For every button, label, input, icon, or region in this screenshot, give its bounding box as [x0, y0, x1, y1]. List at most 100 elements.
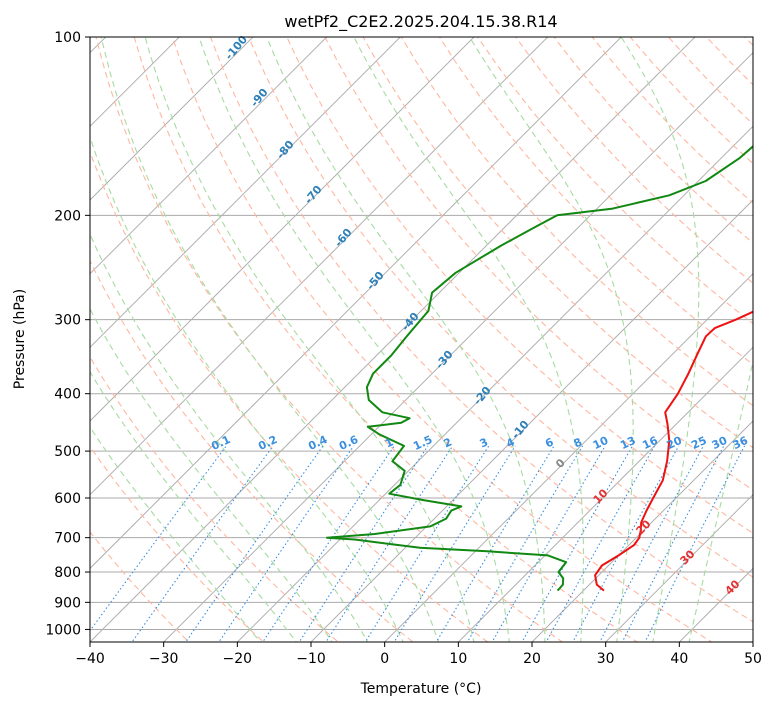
moist-adiabat-label: -60 [332, 226, 355, 250]
isotherm-line [604, 493, 753, 642]
y-axis-label: Pressure (hPa) [12, 289, 28, 389]
dry-adiabat-line [90, 150, 489, 642]
axes: −40 −30 −20 −10 0 10 20 30 40 5010020030040050060… [45, 30, 762, 667]
mixing-ratio-label: 25 [689, 434, 708, 452]
x-tick-label: 10 [449, 651, 467, 667]
isotherm-line [90, 37, 328, 275]
y-tick-label: 500 [54, 444, 81, 460]
mixing-ratio-line [262, 445, 395, 642]
moist-adiabat-line [90, 307, 333, 642]
dry-adiabat-line [95, 37, 564, 642]
dry-adiabat-line [743, 37, 753, 47]
moist-adiabat-label: -30 [433, 348, 456, 372]
x-tick-label: −40 [75, 651, 105, 667]
isotherm-label: 30 [678, 547, 698, 567]
isotherm-label: 40 [723, 577, 743, 597]
mixing-ratio-line [218, 445, 355, 642]
moist-adiabat-line [90, 370, 297, 642]
dry-adiabat-line [90, 531, 190, 642]
mixing-ratio-line [185, 445, 324, 642]
x-axis-label: Temperature (°C) [360, 681, 482, 697]
mixing-ratio-label: 13 [618, 434, 637, 452]
isotherm-line [236, 125, 753, 642]
dry-adiabat-line [248, 37, 753, 578]
moist-adiabat-label: -80 [274, 138, 297, 162]
x-tick-label: −10 [296, 651, 326, 667]
mixing-ratio-line [621, 445, 725, 642]
isotherm-line [0, 10, 59, 654]
plot-frame [89, 36, 754, 643]
mixing-ratio-line [325, 445, 454, 642]
dry-adiabat-line [90, 259, 414, 642]
mixing-ratio-line [90, 445, 227, 632]
moist-adiabat-line [90, 232, 369, 642]
isotherm-label: 0 [553, 456, 568, 471]
dry-adiabat-line [515, 37, 753, 284]
x-tick-label: −30 [149, 651, 179, 667]
dewpoint-line [325, 145, 753, 592]
mixing-ratio-line [521, 445, 633, 642]
mixing-ratio-label: 0.6 [337, 433, 360, 453]
mixing-ratio-line [298, 445, 429, 642]
x-tick-label: −20 [223, 651, 253, 667]
mixing-ratio-label: 0.2 [256, 433, 279, 453]
x-tick-label: 20 [523, 651, 541, 667]
dry-adiabat-line [400, 37, 753, 407]
x-tick-label: 50 [744, 651, 762, 667]
dry-adiabat-line [133, 37, 639, 642]
mixing-ratio-label: 6 [543, 435, 556, 450]
mixing-ratio-label: 20 [665, 434, 685, 452]
x-tick-label: 40 [670, 651, 688, 667]
moist-adiabat-label: -20 [471, 384, 494, 408]
moist-adiabat-line [100, 37, 440, 642]
chart-title: wetPf2_C2E2.2025.204.15.38.R14 [284, 12, 557, 32]
mixing-ratio-line [572, 445, 680, 642]
dry-adiabat-line [756, 10, 775, 654]
moist-adiabat-line [198, 37, 510, 642]
isotherm-line [90, 37, 549, 496]
y-tick-label: 200 [54, 208, 81, 224]
moist-adiabat-label: -90 [248, 86, 271, 110]
dry-adiabat-line [438, 37, 753, 366]
mixing-ratio-label: 2 [442, 435, 454, 450]
background-lines [0, 10, 775, 654]
isotherm-line [90, 37, 475, 422]
isotherm-line [90, 37, 181, 128]
y-tick-label: 700 [54, 531, 81, 547]
y-tick-label: 1000 [45, 622, 81, 638]
dry-adiabat-line [286, 37, 753, 534]
x-tick-label: 0 [380, 651, 389, 667]
dry-adiabat-line [209, 37, 753, 623]
y-tick-label: 800 [54, 565, 81, 581]
isotherm-line [90, 37, 696, 642]
moist-adiabat-line [468, 37, 634, 642]
mixing-ratio-line [466, 445, 584, 642]
mixing-ratio-line [364, 445, 490, 642]
dry-adiabat-line [324, 37, 753, 491]
dry-adiabat-line [90, 445, 265, 642]
mixing-ratio-label: 1.5 [411, 433, 434, 453]
isotherm-line [457, 346, 753, 642]
dry-adiabat-line [90, 356, 340, 642]
dry-adiabat-line [591, 37, 753, 204]
moist-adiabat-line [688, 358, 753, 642]
moist-adiabat-line [90, 426, 261, 642]
mixing-ratio-label: 1 [383, 435, 395, 450]
isotherm-line [752, 641, 753, 642]
dry-adiabat-line [171, 37, 713, 642]
mixing-ratio-label: 10 [591, 434, 611, 452]
mixing-ratio-label: 0.4 [306, 433, 329, 453]
moist-adiabat-line [353, 37, 584, 642]
y-tick-label: 900 [54, 595, 81, 611]
isotherm-label: 20 [634, 517, 654, 537]
moist-adiabat-line [90, 135, 404, 642]
isotherm-line [383, 272, 753, 642]
mixing-ratio-label: 16 [640, 434, 660, 452]
y-tick-label: 600 [54, 491, 81, 507]
moist-adiabat-line [620, 37, 700, 642]
mixing-ratio-line [644, 445, 746, 642]
isotherm-line [90, 37, 254, 201]
y-tick-label: 300 [54, 313, 81, 329]
profile-series [325, 145, 753, 592]
